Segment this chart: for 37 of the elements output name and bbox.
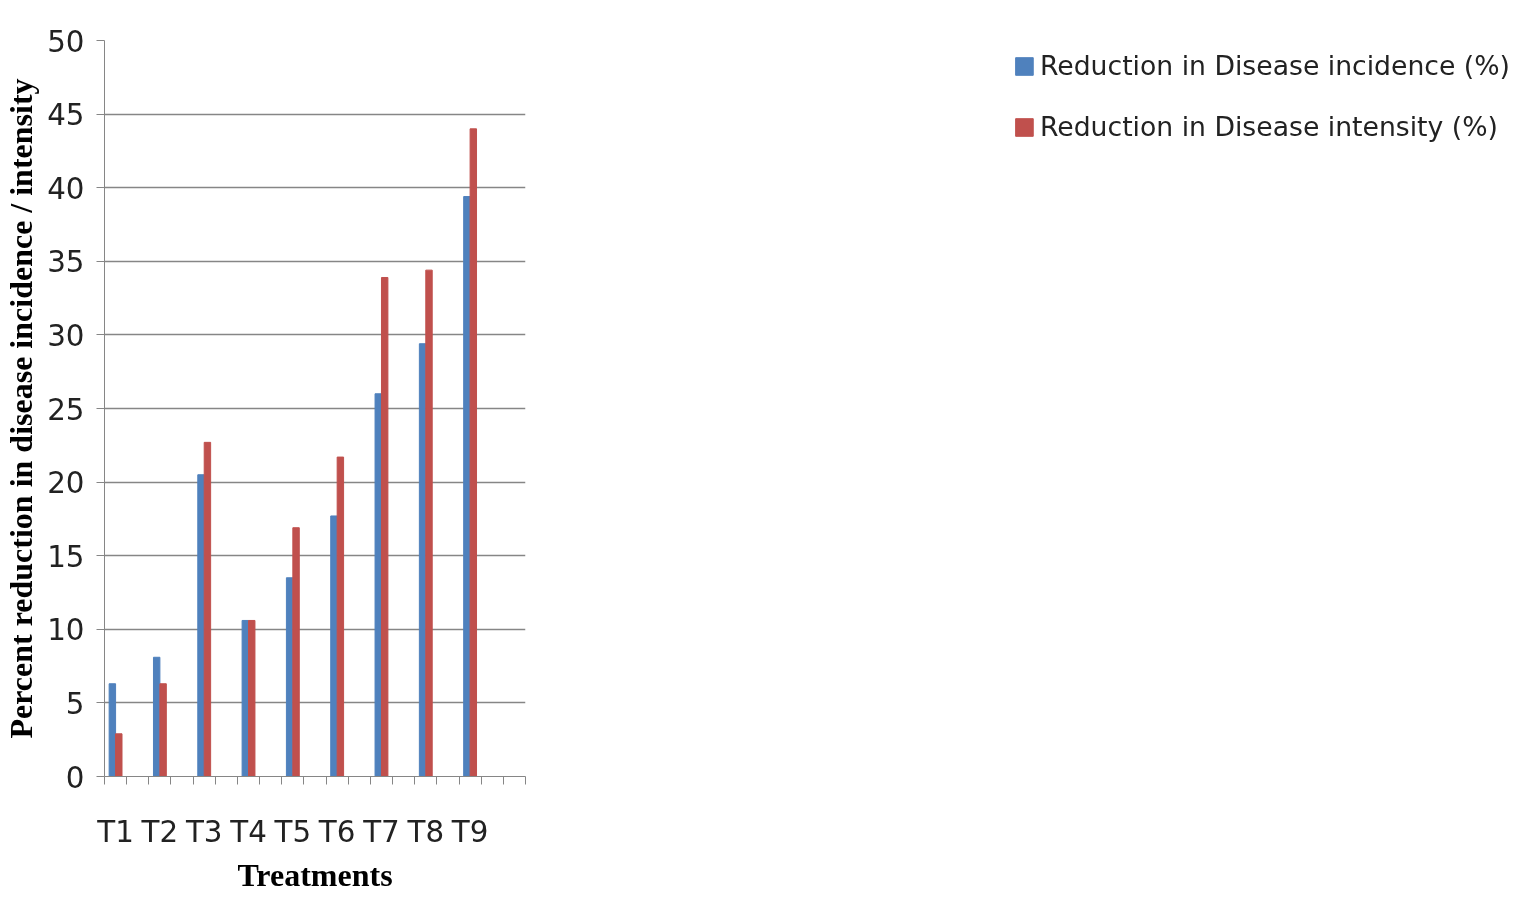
y-tick-label: 25 — [47, 392, 85, 427]
bar — [248, 619, 256, 777]
y-tick-label: 5 — [65, 686, 85, 721]
x-tick-label: T3 — [184, 814, 223, 849]
bar — [292, 527, 300, 777]
x-tick-label: T4 — [229, 814, 267, 849]
y-tick-label: 20 — [47, 466, 85, 501]
bar — [115, 733, 123, 777]
y-tick-label: 35 — [47, 245, 85, 280]
y-tick-label: 15 — [47, 539, 85, 574]
y-tick-label: 50 — [47, 24, 85, 59]
bar — [203, 441, 212, 777]
bar — [330, 515, 338, 777]
bar — [425, 269, 433, 777]
bar — [197, 474, 205, 777]
y-tick-label: 30 — [47, 318, 85, 353]
legend-label: Reduction in Disease intensity (%) — [1039, 111, 1498, 142]
y-tick-label: 45 — [47, 98, 85, 133]
x-tick-label: T2 — [140, 814, 179, 849]
x-tick-label: T5 — [273, 814, 312, 849]
bar — [374, 393, 382, 777]
bar — [336, 456, 345, 777]
bar — [241, 619, 250, 777]
x-axis-title: Treatments — [237, 856, 393, 893]
y-tick-label: 0 — [65, 760, 85, 795]
x-tick-label: T7 — [362, 814, 400, 849]
bar — [469, 128, 478, 777]
x-tick-label: T9 — [450, 814, 489, 849]
bar — [380, 276, 389, 777]
y-tick-label: 40 — [47, 171, 85, 206]
x-tick-label: T6 — [317, 814, 356, 849]
x-tick-label: T1 — [96, 814, 134, 849]
y-tick-label: 10 — [47, 613, 85, 648]
legend-label: Reduction in Disease incidence (%) — [1039, 50, 1510, 81]
y-axis-title: Percent reduction in disease incidence / intensity — [3, 78, 40, 739]
bar — [159, 683, 167, 777]
x-tick-label: T8 — [406, 814, 445, 849]
